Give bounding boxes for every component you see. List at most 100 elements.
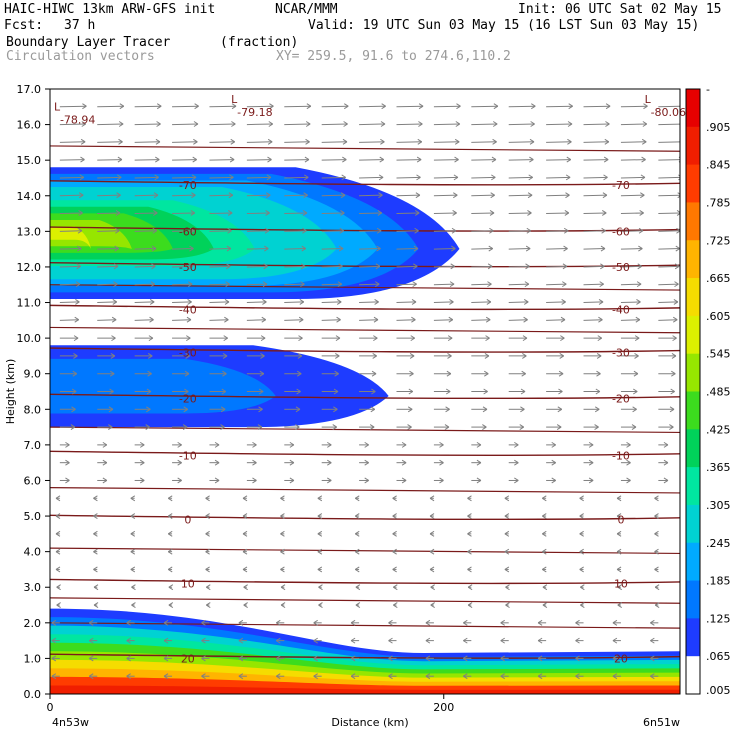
wind-vector [393,602,398,608]
wind-vector [583,138,610,145]
wind-vector [172,388,189,395]
wind-vector [172,406,189,413]
wind-vector [467,495,472,502]
wind-vector [172,316,192,323]
circulation-vector-layer [51,103,680,680]
wind-vector [276,637,285,644]
wind-vector [471,103,499,110]
wind-vector [134,441,145,448]
wind-vector [55,548,61,555]
org-label: NCAR/MMM [275,2,338,17]
wind-vector [284,316,304,323]
wind-vector [209,459,220,466]
wind-vector [134,388,152,395]
wind-vector [508,103,536,110]
init-time: Init: 06 UTC Sat 02 May 15 [518,2,722,17]
wind-vector [321,281,343,288]
wind-vector [546,424,562,431]
wind-vector [93,548,98,555]
wind-vector [620,352,639,359]
wind-vector [396,156,422,163]
wind-vector [209,388,227,395]
wind-vector [359,335,378,342]
y-tick-label: 17.0 [17,83,42,96]
wind-vector [242,548,248,555]
wind-vector [508,406,525,413]
wind-vector [508,316,528,323]
y-tick-label: 0.0 [24,688,42,701]
wind-vector [355,584,361,591]
wind-vector [433,263,455,270]
wind-vector [172,441,182,448]
wind-vector [284,281,305,288]
wind-vector [583,103,611,110]
wind-vector [396,477,407,484]
wind-vector [97,192,121,199]
wind-vector [650,655,659,662]
extremum-value: -80.06 [651,106,686,119]
wind-vector [321,441,332,448]
wind-vector [321,263,343,270]
y-axis-label: Height (km) [4,359,17,425]
wind-vector [134,263,156,270]
colorbar-label: .245 [706,537,731,550]
axes-layer: 0.0 1.0 2.0 3.0 4.0 5.0 6.0 7.0 8.0 9.0 10.0 11.0 12… [4,83,680,729]
wind-vector [209,121,236,127]
wind-vector [396,370,414,377]
wind-vector [620,335,640,342]
wind-vector [246,192,271,199]
wind-vector [172,121,199,127]
colorbar-label: .665 [706,272,731,285]
wind-vector [59,424,76,431]
wind-vector [246,245,269,252]
wind-vector [163,619,173,626]
wind-vector [620,299,641,305]
wind-vector [658,299,679,305]
wind-vector [654,513,659,519]
wind-vector [546,227,569,234]
wind-vector [97,299,118,305]
wind-vector [134,156,160,163]
wind-vector [126,655,135,662]
wind-vector [620,192,645,199]
wind-vector [542,602,548,608]
wind-vector [134,245,157,252]
colorbar-swatch [686,202,700,241]
colorbar-swatch [686,89,700,128]
wind-vector [318,602,323,608]
contour-line [50,653,680,659]
wind-vector [537,619,547,626]
wind-vector [172,227,195,234]
wind-vector [583,174,608,181]
colorbar-label: .365 [706,461,731,474]
colorbar-label: - [706,83,710,96]
wind-vector [463,655,472,662]
wind-vector [350,637,360,644]
wind-vector [246,174,272,181]
wind-vector [317,530,323,537]
wind-vector [350,655,360,662]
wind-vector [620,174,646,181]
y-tick-label: 12.0 [17,261,42,274]
colorbar-swatch [686,164,700,203]
wind-vector [59,103,87,110]
wind-vector [284,459,295,466]
wind-vector [242,513,248,519]
wind-vector [97,103,125,110]
wind-vector [321,477,332,484]
wind-vector [425,637,434,644]
plot-frame [49,88,681,695]
extremum-value: -79.18 [237,106,272,119]
wind-vector [59,210,83,216]
wind-vector [321,335,341,342]
wind-vector [276,673,285,680]
wind-vector [88,637,98,644]
wind-vector [537,637,547,644]
wind-vector [388,655,397,662]
wind-vector [546,388,563,395]
wind-vector [321,406,338,413]
wind-vector [500,619,509,626]
wind-vector [575,673,584,680]
wind-vector [463,673,472,680]
wind-vector [238,619,247,626]
